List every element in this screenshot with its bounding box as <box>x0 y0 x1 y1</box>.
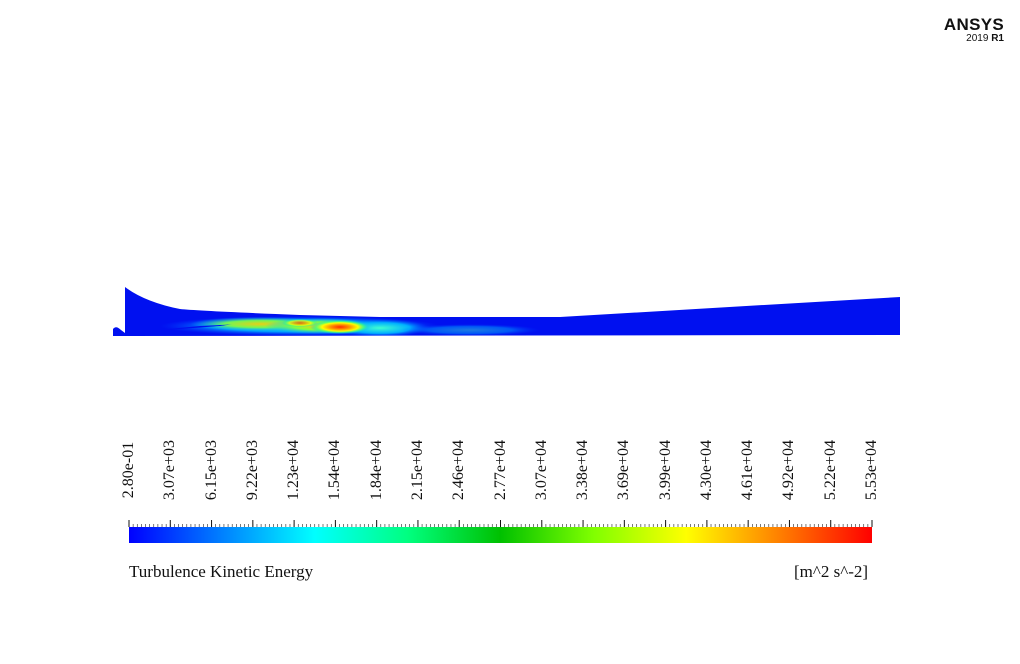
colorbar-gradient <box>129 527 872 543</box>
colorbar-title: Turbulence Kinetic Energy <box>129 562 314 581</box>
colorbar-major-ticks <box>128 520 873 527</box>
colorbar-tick-label: 1.23e+04 <box>285 439 303 501</box>
colorbar-tick-label: 2.46e+04 <box>450 439 468 501</box>
colorbar-tick-label: 4.92e+04 <box>780 439 798 501</box>
colorbar-tick-label: 4.30e+04 <box>697 439 715 501</box>
colorbar-tick-label: 1.54e+04 <box>326 439 344 501</box>
colorbar-tick-label: 3.07e+03 <box>161 439 179 501</box>
colorbar-tick-label: 2.15e+04 <box>408 439 426 501</box>
logo-brand: ANSYS <box>943 15 1004 34</box>
colorbar <box>128 520 873 543</box>
colorbar-tick-label: 4.61e+04 <box>739 439 757 501</box>
colorbar-tick-label: 3.99e+04 <box>656 439 674 501</box>
colorbar-tick-label: 3.38e+04 <box>574 439 592 501</box>
colorbar-tick-label: 9.22e+03 <box>243 439 261 501</box>
colorbar-tick-label: 1.84e+04 <box>367 439 385 501</box>
colorbar-tick-label: 2.80e-01 <box>120 441 137 499</box>
colorbar-units: [m^2 s^-2] <box>794 562 869 581</box>
colorbar-tick-label: 6.15e+03 <box>202 439 220 501</box>
logo-version: 2019 R1 <box>966 33 1004 44</box>
turbulence-contours <box>160 316 540 336</box>
colorbar-tick-label: 3.69e+04 <box>615 439 633 501</box>
colorbar-tick-label: 5.53e+04 <box>863 439 880 501</box>
colorbar-tick-label: 5.22e+04 <box>821 439 839 501</box>
colorbar-tick-label: 3.07e+04 <box>532 439 550 501</box>
colorbar-tick-label: 2.77e+04 <box>491 439 509 501</box>
ansys-logo: ANSYS 2019 R1 <box>944 16 1004 44</box>
